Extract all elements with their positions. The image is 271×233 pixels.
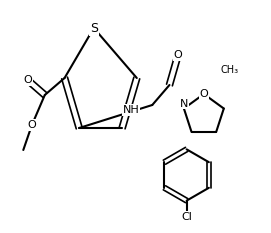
Text: O: O xyxy=(199,89,208,99)
Text: O: O xyxy=(174,50,182,60)
Text: S: S xyxy=(90,21,98,34)
Text: O: O xyxy=(28,120,36,130)
Text: N: N xyxy=(180,99,188,109)
Text: Cl: Cl xyxy=(181,212,192,222)
Text: NH: NH xyxy=(122,105,139,115)
Text: CH₃: CH₃ xyxy=(221,65,239,75)
Text: O: O xyxy=(23,75,32,85)
